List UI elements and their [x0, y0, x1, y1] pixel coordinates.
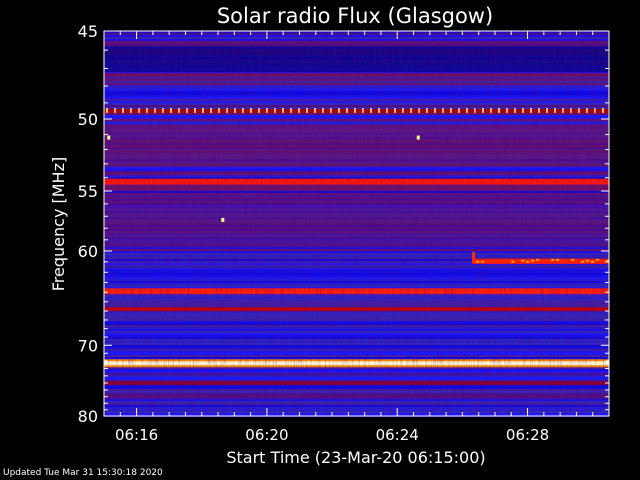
- y-tick-label: 60: [78, 242, 98, 261]
- y-tick-label: 45: [78, 22, 98, 41]
- plot-frame: [103, 30, 610, 417]
- x-axis-label: Start Time (23-Mar-20 06:15:00): [226, 448, 485, 467]
- step-speck: [481, 260, 485, 263]
- plot-area: [103, 30, 610, 417]
- step-speck: [476, 260, 480, 263]
- step-speck: [551, 258, 555, 261]
- step-speck: [531, 259, 535, 262]
- x-tick-label: 06:20: [245, 426, 288, 444]
- step-speck: [571, 258, 575, 261]
- chart-title: Solar radio Flux (Glasgow): [217, 4, 493, 28]
- step-speck: [596, 258, 600, 261]
- y-axis: 45 50 55 60 70 80: [78, 22, 609, 426]
- y-tick-label: 50: [78, 110, 98, 129]
- x-tick-label: 06:16: [115, 426, 158, 444]
- emission-speck: [416, 135, 420, 140]
- y-tick-label: 70: [78, 336, 98, 355]
- x-tick-label: 06:28: [506, 426, 549, 444]
- step-speck: [581, 260, 585, 263]
- x-tick-label: 06:24: [376, 426, 419, 444]
- noise-overlay: [104, 31, 609, 416]
- updated-timestamp: Updated Tue Mar 31 15:30:18 2020: [3, 468, 163, 478]
- emission-speck: [107, 135, 111, 140]
- step-speck: [591, 260, 595, 263]
- emission-speck: [221, 217, 225, 222]
- step-feature-edge: [472, 251, 476, 262]
- step-speck: [521, 259, 525, 262]
- y-axis-label: Frequency [MHz]: [49, 157, 68, 291]
- y-tick-label: 55: [78, 182, 98, 201]
- step-speck: [556, 258, 560, 261]
- step-speck: [526, 260, 530, 263]
- step-speck: [511, 260, 515, 263]
- step-speck: [536, 258, 540, 261]
- step-speck: [586, 259, 590, 262]
- x-axis: 06:16 06:20 06:24 06:28: [115, 31, 594, 444]
- step-speck: [606, 259, 610, 262]
- y-tick-label: 80: [78, 407, 98, 426]
- feature-layer: [107, 135, 610, 264]
- step-feature: [472, 258, 609, 264]
